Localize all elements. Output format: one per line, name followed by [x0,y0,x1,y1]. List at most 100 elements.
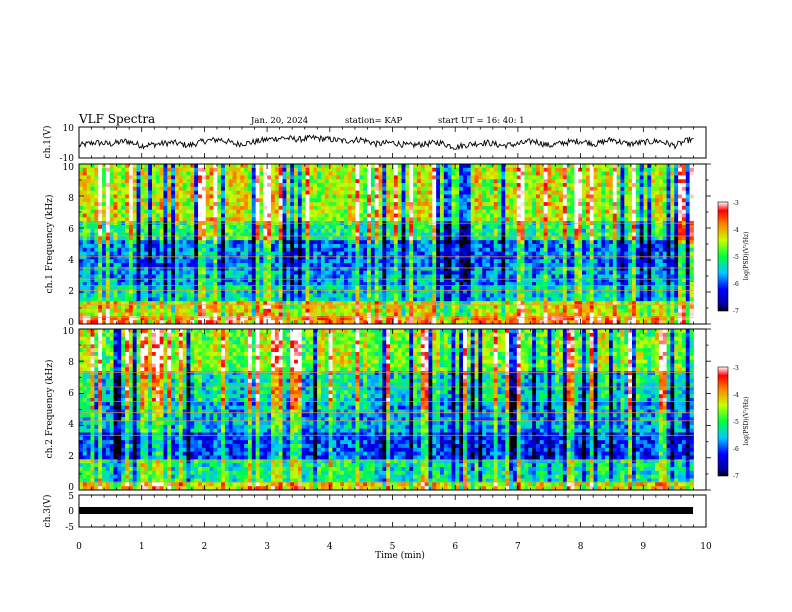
spectrogram-cell [447,198,452,203]
spectrogram-cell [474,205,479,211]
spectrogram-cell [148,304,153,310]
spectrogram-cell [382,304,387,310]
spectrogram-cell [409,190,414,195]
spectrogram-cell [451,244,456,249]
spectrogram-cell [355,186,360,192]
spectrogram-cell [340,205,345,211]
spectrogram-cell [478,186,483,192]
spectrogram-cell [420,316,426,321]
spectrogram-cell [501,285,506,291]
spectrogram-cell [178,282,184,287]
spectrogram-cell [224,198,230,203]
spectrogram-cell [82,316,88,321]
spectrogram-cell [489,198,495,203]
spectrogram-cell [317,282,322,287]
spectrogram-cell [290,202,295,207]
spectrogram-cell [509,186,514,192]
spectrogram-cell [363,270,368,275]
spectrogram-cell [455,301,460,306]
spectrogram-cell [194,301,199,306]
spectrogram-cell [489,278,495,283]
spectrogram-cell [440,308,445,313]
spectrogram-cell [347,312,353,317]
spectrogram-cell [213,183,218,188]
spectrogram-cell [286,213,291,218]
spectrogram-cell [282,190,287,195]
spectrogram-cell [159,274,164,279]
spectrogram-cell [186,274,191,279]
spectrogram-cell [420,240,426,245]
spectrogram-cell [198,312,203,317]
spectrogram-cell [259,297,264,302]
spectrogram-cell [512,164,518,169]
spectrogram-cell [520,301,525,306]
spectrogram-cell [367,209,372,214]
spectrogram-cell [128,247,134,253]
spectrogram-cell [102,209,107,214]
spectrogram-cell [424,316,429,321]
spectrogram-cell [79,285,84,291]
spectrogram-cell [455,167,460,173]
spectrogram-cell [512,316,518,321]
spectrogram-cell [332,202,337,207]
spectrogram-cell [374,259,379,264]
spectrogram-cell [132,266,138,272]
spectrogram-cell [247,297,253,302]
spectrogram-cell [432,217,437,222]
spectrogram-cell [459,274,464,279]
spectrogram-cell [355,244,360,249]
spectrogram-cell [478,244,483,249]
spectrogram-cell [405,209,410,214]
spectrogram-cell [90,164,95,169]
spectrogram-cell [409,175,414,180]
spectrogram-cell [255,289,260,294]
spectrogram-cell [351,266,356,272]
spectrogram-cell [297,202,303,207]
spectrogram-cell [247,244,253,249]
spectrogram-cell [128,202,134,207]
spectrogram-cell [320,179,326,184]
spectrogram-cell [528,217,533,222]
spectrogram-cell [397,164,402,169]
spectrogram-cell [113,209,118,214]
spectrogram-cell [520,209,525,214]
spectrogram-cell [251,312,257,317]
spectrogram-cell [132,171,138,176]
spectrogram-cell [340,194,345,199]
spectrogram-cell [409,297,414,302]
spectrogram-cell [466,266,472,272]
spectrogram-cell [336,171,341,176]
spectrogram-cell [409,255,414,260]
spectrogram-cell [236,251,241,256]
spectrogram-cell [416,316,422,321]
spectrogram-cell [443,289,449,294]
spectrogram-cell [113,167,118,173]
spectrogram-cell [393,270,399,275]
spectrogram-cell [294,285,299,291]
spectrogram-cell [440,202,445,207]
spectrogram-cell [478,263,483,268]
spectrogram-cell [128,198,134,203]
spectrogram-cell [393,304,399,310]
spectrogram-cell [105,186,111,192]
spectrogram-cell [489,282,495,287]
spectrogram-cell [159,289,164,294]
spectrogram-cell [282,224,287,230]
spectrogram-cell [247,316,253,321]
spectrogram-cell [186,285,191,291]
spectrogram-cell [340,285,345,291]
spectrogram-cell [332,224,337,230]
spectrogram-cell [486,282,491,287]
spectrogram-cell [201,278,207,283]
spectrogram-cell [267,175,272,180]
spectrogram-cell [486,164,491,169]
spectrogram-cell [324,217,330,222]
spectrogram-cell [378,213,383,218]
spectrogram-cell [117,190,122,195]
spectrogram-cell [463,183,468,188]
spectrogram-cell [90,240,95,245]
spectrogram-cell [105,301,111,306]
spectrogram-cell [409,183,414,188]
spectrogram-cell [263,167,268,173]
spectrogram-cell [432,255,437,260]
